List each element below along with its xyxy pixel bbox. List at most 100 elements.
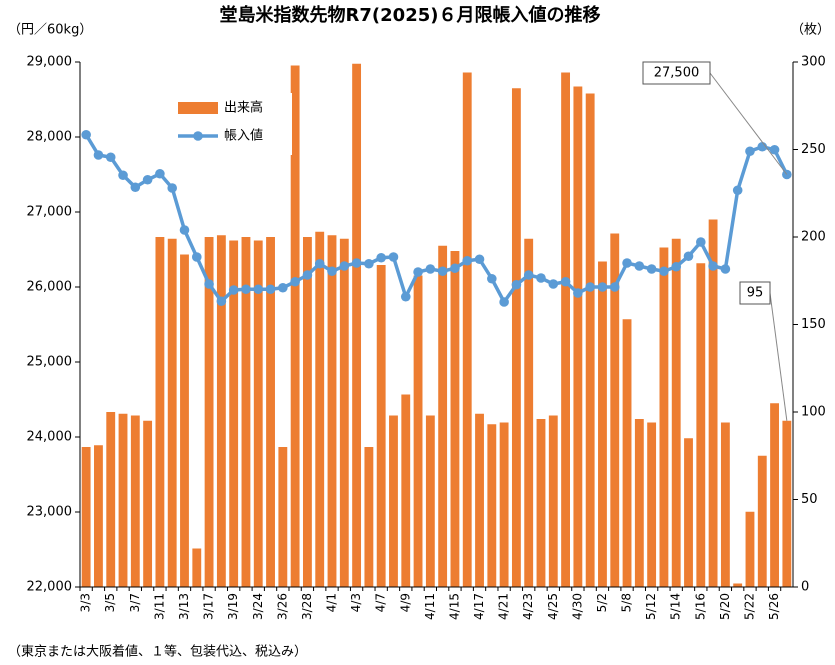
bar [425, 415, 435, 587]
legend-label: 帳入値 [224, 128, 263, 144]
x-tick-label: 4/23 [521, 593, 535, 620]
line-marker [585, 282, 595, 292]
x-tick-label: 4/21 [497, 593, 511, 620]
line-marker [696, 237, 706, 247]
y-axis-label: （円／60kg） [8, 23, 92, 38]
bar [659, 247, 669, 587]
chart-title: 堂島米指数先物R7(2025)６月限帳入値の推移 [220, 4, 601, 26]
line-marker [573, 288, 583, 298]
bar [598, 261, 607, 587]
line-marker [732, 185, 743, 196]
bar [389, 415, 398, 587]
line-marker [93, 150, 104, 160]
line-marker [118, 170, 128, 181]
line-marker [425, 264, 436, 274]
line-marker [241, 284, 251, 295]
line-marker [265, 284, 276, 295]
bar [462, 72, 472, 587]
line-marker [179, 225, 190, 235]
legend-swatch [178, 102, 218, 114]
bar [302, 237, 312, 587]
line-marker [757, 141, 768, 152]
x-tick-label: 5/16 [693, 593, 707, 620]
line-marker [400, 291, 411, 302]
line-marker [487, 273, 497, 284]
x-tick-label: 3/24 [251, 593, 265, 620]
line-marker [290, 276, 300, 287]
line-marker [278, 282, 288, 293]
x-tick-label: 4/17 [472, 593, 486, 620]
line-marker [351, 258, 362, 268]
x-tick-label: 5/8 [620, 593, 634, 612]
y-tick-label: 29,000 [27, 55, 73, 70]
bar [130, 415, 140, 587]
x-tick-label: 3/19 [226, 593, 240, 620]
x-tick-label: 4/15 [447, 593, 461, 620]
line-marker [769, 144, 780, 155]
bar [241, 237, 251, 587]
bar [745, 511, 755, 587]
bar [757, 455, 767, 587]
x-tick-label: 5/26 [767, 593, 781, 620]
line-marker [609, 282, 620, 292]
bar [770, 403, 779, 587]
note: （東京または大阪着値、１等、包装代込、税込み） [8, 644, 307, 660]
line-marker [167, 183, 177, 193]
bar [708, 219, 718, 587]
bar [266, 237, 275, 587]
bar [536, 419, 546, 587]
bar [622, 319, 632, 587]
bar [253, 240, 263, 587]
bar [364, 447, 374, 587]
line-marker [462, 255, 473, 266]
callout-leader [769, 292, 788, 421]
line-marker [437, 266, 448, 277]
x-tick-label: 5/22 [742, 593, 756, 620]
bar [696, 263, 706, 587]
callout-box [642, 61, 711, 85]
line-marker [130, 182, 141, 193]
line-marker [364, 258, 374, 269]
line-marker [708, 261, 718, 271]
bar [548, 415, 558, 587]
y2-tick-label: 150 [801, 317, 826, 332]
y2-tick-label: 250 [801, 142, 826, 157]
line-marker [142, 174, 153, 185]
line [84, 133, 789, 306]
bar [413, 275, 423, 587]
bar [684, 438, 693, 587]
line-marker [511, 279, 522, 290]
line-marker [302, 270, 313, 280]
bar [475, 413, 484, 587]
line-marker [413, 267, 423, 277]
bar [376, 265, 386, 587]
bar [561, 72, 571, 587]
x-tick-label: 3/17 [202, 593, 216, 620]
bar [438, 245, 448, 587]
x-tick-label: 3/5 [103, 593, 117, 612]
x-tick-label: 4/9 [398, 593, 412, 612]
x-tick-label: 4/7 [374, 593, 388, 612]
line-marker [376, 252, 386, 263]
line-marker [560, 276, 571, 287]
bar [118, 413, 128, 587]
bar [192, 548, 202, 587]
bar [155, 237, 165, 587]
line-marker [450, 263, 460, 274]
y-tick-label: 23,000 [27, 505, 73, 520]
bar [81, 447, 91, 587]
line-marker [720, 264, 731, 274]
bar [450, 251, 460, 587]
y-tick-label: 24,000 [27, 430, 73, 445]
x-tick-label: 4/30 [570, 593, 584, 620]
bar [610, 233, 620, 587]
y-tick-label: 25,000 [27, 355, 73, 370]
x-tick-label: 4/1 [325, 593, 339, 612]
bar [573, 86, 583, 587]
value-label: 95 [747, 286, 764, 301]
x-tick-label: 3/13 [177, 593, 191, 620]
line-marker [105, 152, 116, 163]
y2-axis-label: （枚） [791, 23, 830, 38]
bar [733, 583, 743, 587]
x-tick-label: 5/2 [595, 593, 609, 612]
